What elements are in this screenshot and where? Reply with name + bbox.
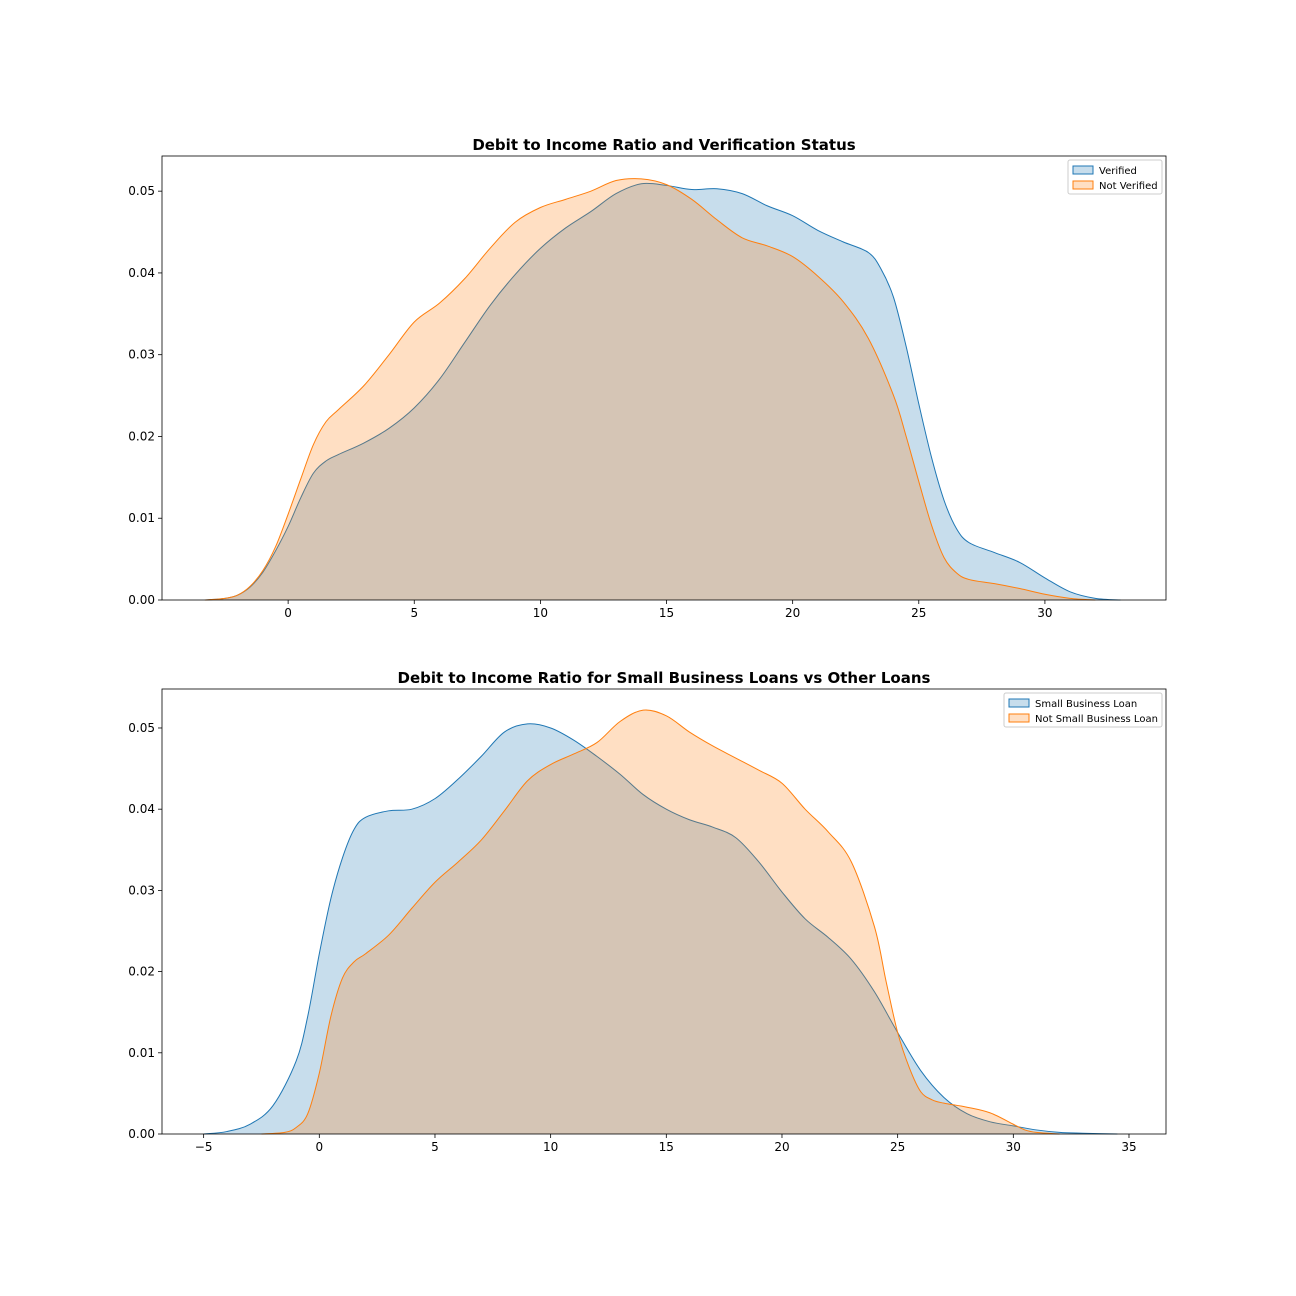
density-area-2: [204, 178, 1096, 600]
x-tick-label: 35: [1121, 1140, 1136, 1154]
y-tick-label: 0.05: [128, 184, 155, 198]
y-axis: 0.00 0.01 0.02 0.03 0.04 0.05: [128, 184, 162, 607]
legend-swatch: [1008, 713, 1030, 723]
plot-frame: [161, 155, 1167, 601]
y-tick-label: 0.01: [128, 1046, 155, 1060]
y-axis: 0.00 0.01 0.02 0.03 0.04 0.05: [128, 721, 162, 1141]
chart-title: Debit to Income Ratio and Verification S…: [472, 136, 855, 154]
y-tick-label: 0.03: [128, 883, 155, 897]
x-tick-label: 30: [1037, 606, 1052, 620]
x-axis: 0 5 10 15 20 25 30: [284, 600, 1053, 620]
y-tick-label: 0.05: [128, 721, 155, 735]
legend-box: [1067, 159, 1163, 195]
y-tick-label: 0.04: [128, 802, 155, 816]
x-tick-label: 15: [659, 1140, 674, 1154]
y-tick-label: 0.00: [128, 1127, 155, 1141]
legend-swatch: [1008, 698, 1030, 708]
density-area-2: [261, 709, 1060, 1134]
x-axis: −5 0 5 10 15 20 25 30 35: [195, 1134, 1137, 1154]
x-tick-label: 5: [410, 606, 418, 620]
legend-box: [1003, 692, 1163, 728]
x-tick-label: 5: [431, 1140, 439, 1154]
legend: Small Business Loan Not Small Business Lo…: [1003, 692, 1163, 728]
legend-label: Verified: [1099, 166, 1137, 177]
x-tick-label: 20: [774, 1140, 789, 1154]
legend-swatch: [1072, 180, 1094, 190]
series-layer: [203, 709, 1118, 1135]
x-tick-label: 0: [315, 1140, 323, 1154]
legend: Verified Not Verified: [1067, 159, 1163, 195]
y-tick-label: 0.02: [128, 429, 155, 443]
x-tick-label: −5: [195, 1140, 213, 1154]
series-layer: [204, 178, 1121, 601]
density-area-1: [203, 723, 1118, 1134]
y-tick-label: 0.03: [128, 348, 155, 362]
chart-title: Debit to Income Ratio for Small Business…: [398, 669, 931, 687]
density-line-1: [203, 723, 1118, 1135]
x-tick-label: 10: [543, 1140, 558, 1154]
legend-label: Not Small Business Loan: [1035, 714, 1158, 725]
legend-label: Small Business Loan: [1035, 699, 1137, 710]
x-tick-label: 30: [1006, 1140, 1021, 1154]
x-tick-label: 25: [911, 606, 926, 620]
x-tick-label: 25: [890, 1140, 905, 1154]
x-tick-label: 15: [659, 606, 674, 620]
chart-small-business-loans: Debit to Income Ratio for Small Business…: [128, 669, 1167, 1154]
x-tick-label: 20: [785, 606, 800, 620]
y-tick-label: 0.00: [128, 593, 155, 607]
y-tick-label: 0.02: [128, 965, 155, 979]
y-tick-label: 0.01: [128, 511, 155, 525]
density-line-1: [204, 182, 1121, 601]
x-tick-label: 0: [284, 606, 292, 620]
y-tick-label: 0.04: [128, 266, 155, 280]
density-line-2: [261, 709, 1060, 1135]
x-tick-label: 10: [533, 606, 548, 620]
plot-frame: [161, 688, 1167, 1135]
density-line-2: [204, 178, 1096, 601]
chart-verification-status: Debit to Income Ratio and Verification S…: [128, 136, 1167, 620]
density-area-1: [204, 183, 1121, 601]
legend-label: Not Verified: [1099, 181, 1158, 192]
legend-swatch: [1072, 165, 1094, 175]
